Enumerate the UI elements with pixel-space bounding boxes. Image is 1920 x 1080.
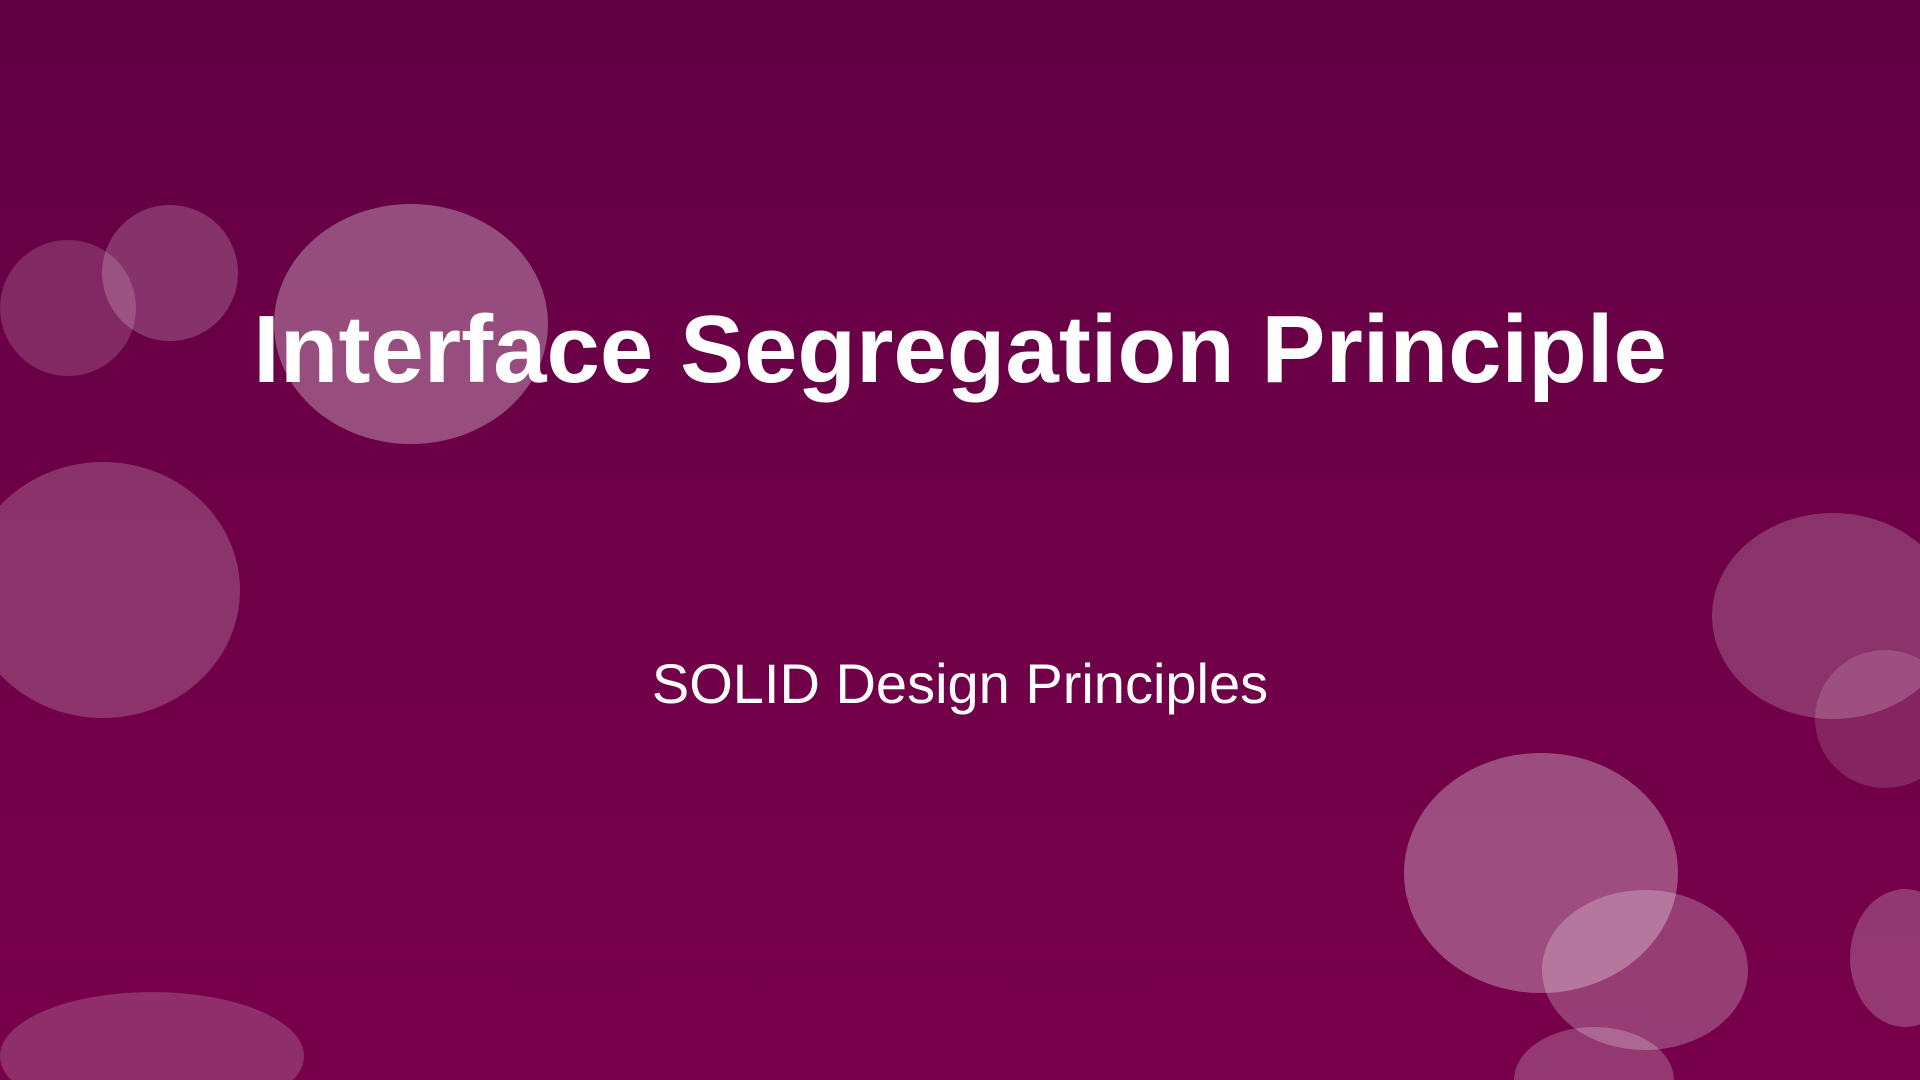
bubble [0,240,136,376]
bubble [1542,890,1748,1050]
bubble [1514,1027,1674,1080]
bubble [0,992,304,1080]
bubble [1850,889,1920,1027]
bubble [1404,753,1678,993]
bubble [274,204,548,444]
bubble [1712,513,1920,719]
slide-title: Interface Segregation Principle [253,296,1667,403]
slide-subtitle: SOLID Design Principles [651,652,1269,715]
bubble [102,205,238,341]
bubble [1815,650,1920,788]
bubble [0,462,240,718]
